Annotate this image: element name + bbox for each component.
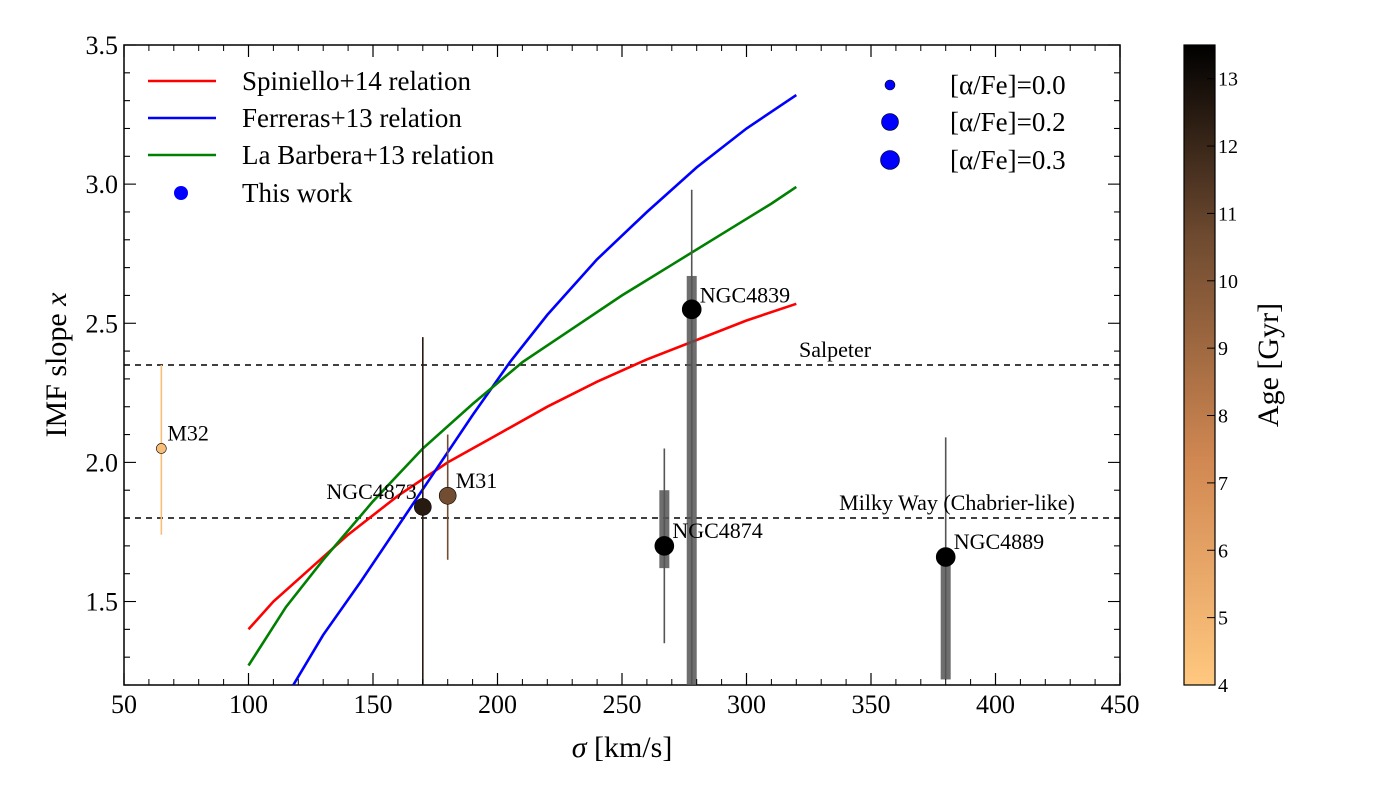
x-tick-label: 50	[111, 690, 137, 719]
relation-curve-0	[247, 302, 797, 631]
x-tick-label: 100	[229, 690, 268, 719]
galaxy-point	[156, 443, 167, 454]
relation-curve-1	[292, 94, 798, 685]
x-tick-label: 450	[1101, 690, 1140, 719]
galaxy-label: NGC4839	[700, 282, 790, 307]
colorbar-tick-label: 10	[1218, 271, 1238, 293]
galaxy-label: M32	[167, 420, 209, 445]
legend-label: La Barbera+13 relation	[242, 140, 495, 170]
colorbar-tick-label: 7	[1218, 473, 1228, 495]
x-tick-label: 400	[976, 690, 1015, 719]
legend-label: Spiniello+14 relation	[242, 66, 471, 96]
galaxy-point	[438, 486, 457, 505]
y-tick-label: 2.0	[86, 448, 119, 477]
galaxy-point	[935, 547, 956, 567]
colorbar-tick-label: 9	[1218, 338, 1228, 360]
colorbar-tick-label: 4	[1218, 675, 1228, 697]
x-tick-label: 150	[354, 690, 393, 719]
reference-line-label: Milky Way (Chabrier-like)	[839, 490, 1075, 515]
galaxy-point	[654, 536, 675, 556]
galaxy-point	[413, 498, 432, 516]
x-tick-label: 300	[727, 690, 766, 719]
galaxy-label: M31	[456, 468, 498, 493]
relation-curve-2	[247, 185, 798, 667]
y-tick-label: 2.5	[86, 309, 119, 338]
x-tick-label: 200	[478, 690, 517, 719]
galaxy-point	[681, 299, 702, 320]
legend-alpha-label: [α/Fe]=0.2	[950, 107, 1066, 137]
reference-line-label: Salpeter	[799, 337, 872, 362]
galaxy-label: NGC4873	[326, 479, 416, 504]
y-tick-label: 3.0	[86, 170, 119, 199]
y-tick-label: 3.5	[86, 31, 119, 60]
colorbar-label: Age [Gyr]	[1252, 303, 1285, 427]
legend-alpha-label: [α/Fe]=0.0	[950, 70, 1066, 100]
y-axis-label: IMF slope x	[40, 292, 73, 438]
colorbar-tick-label: 11	[1218, 203, 1237, 225]
legend-alpha-marker	[881, 113, 899, 131]
colorbar-tick-label: 13	[1218, 69, 1238, 91]
y-tick-label: 1.5	[86, 588, 119, 617]
galaxy-label: NGC4889	[954, 529, 1044, 554]
legend-label: Ferreras+13 relation	[242, 103, 462, 133]
legend-label: This work	[242, 178, 353, 208]
legend-alpha-marker	[884, 79, 896, 91]
legend-alpha-marker	[880, 150, 900, 170]
galaxy-label: NGC4874	[672, 518, 762, 543]
colorbar-tick-label: 8	[1218, 406, 1228, 428]
x-tick-label: 350	[852, 690, 891, 719]
x-axis-label: σ [km/s]	[572, 731, 673, 764]
legend-alpha-label: [α/Fe]=0.3	[950, 145, 1066, 175]
legend-marker-this-work	[174, 186, 188, 200]
x-tick-label: 250	[603, 690, 642, 719]
colorbar-gradient	[1183, 44, 1216, 686]
colorbar-tick-label: 5	[1218, 608, 1228, 630]
colorbar-tick-label: 6	[1218, 540, 1228, 562]
colorbar-tick-label: 12	[1218, 136, 1238, 158]
